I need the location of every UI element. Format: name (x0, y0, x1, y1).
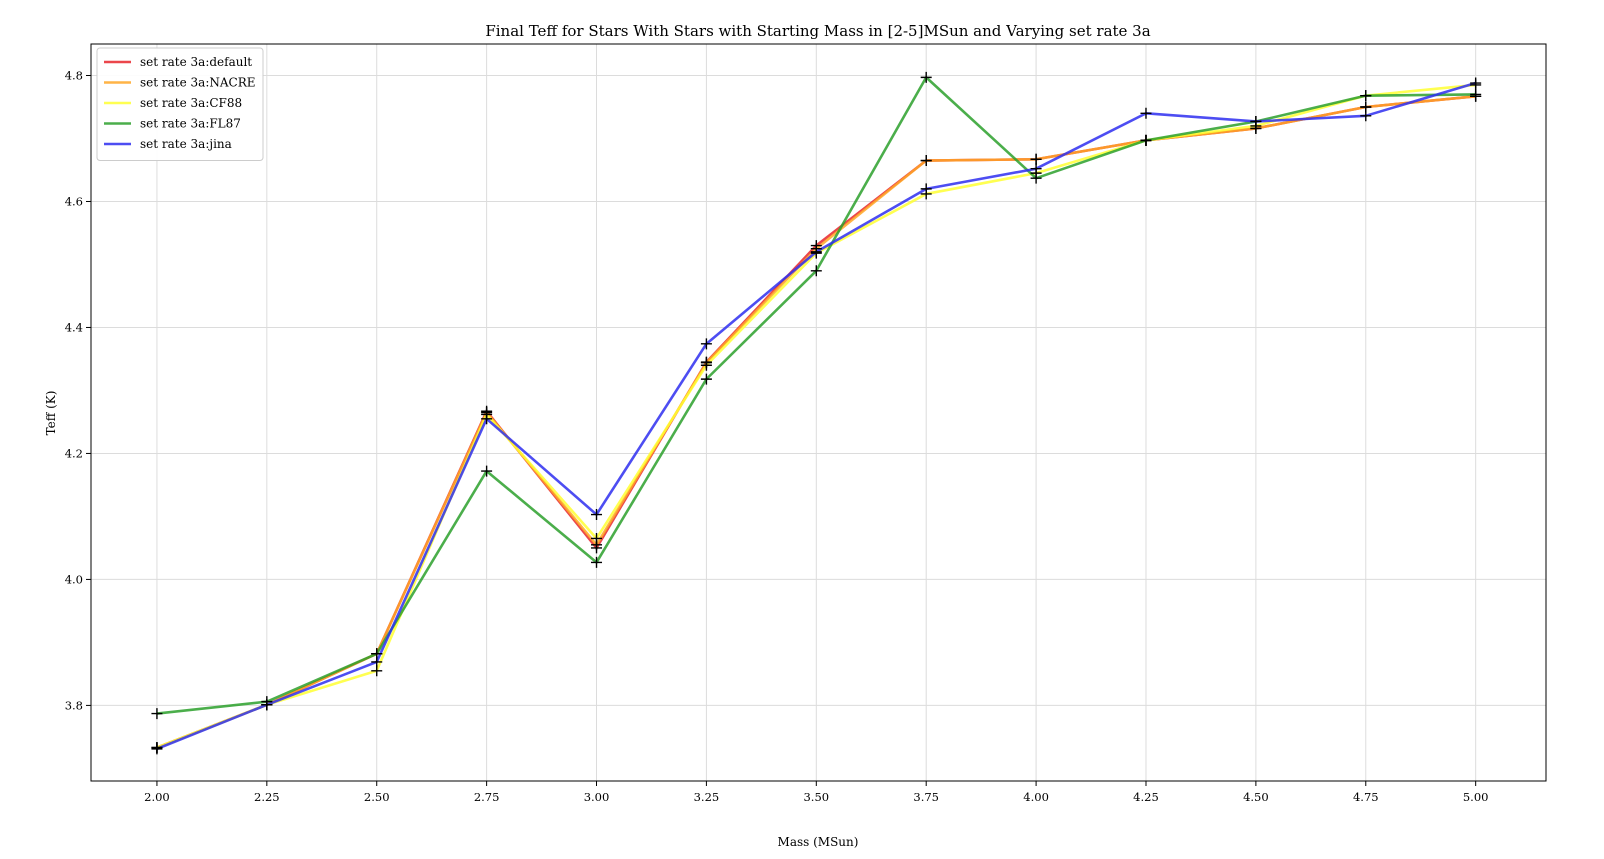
x-tick-label: 4.75 (1353, 790, 1379, 804)
x-tick-label: 2.75 (474, 790, 500, 804)
data-point (810, 246, 822, 258)
data-point (591, 556, 603, 568)
x-tick-label: 4.00 (1023, 790, 1049, 804)
data-point (1470, 88, 1482, 100)
x-tick-label: 3.75 (913, 790, 939, 804)
data-point (920, 71, 932, 83)
data-point (591, 509, 603, 521)
data-point (1250, 115, 1262, 127)
grid (91, 44, 1546, 781)
data-point (1030, 163, 1042, 175)
y-tick-label: 4.4 (65, 320, 83, 334)
y-tick-label: 4.6 (65, 194, 83, 208)
data-point (1140, 107, 1152, 119)
data-point (481, 465, 493, 477)
chart-title: Final Teff for Stars With Stars with Sta… (485, 22, 1150, 40)
x-tick-label: 3.25 (694, 790, 720, 804)
legend-label: set rate 3a:jina (140, 137, 232, 151)
y-tick-label: 3.8 (65, 698, 83, 712)
x-axis-label: Mass (MSun) (778, 835, 859, 849)
data-point (481, 413, 493, 425)
data-point (151, 743, 163, 755)
data-point (700, 338, 712, 350)
data-point (700, 373, 712, 385)
legend-label: set rate 3a:CF88 (140, 96, 242, 110)
data-point (1140, 134, 1152, 146)
data-point (920, 155, 932, 167)
data-point (920, 183, 932, 195)
x-tick-label: 5.00 (1463, 790, 1489, 804)
y-tick-label: 4.0 (65, 572, 83, 586)
x-tick-label: 2.00 (144, 790, 170, 804)
y-tick-label: 4.8 (65, 68, 83, 82)
x-tick-label: 3.50 (803, 790, 829, 804)
data-point (810, 265, 822, 277)
data-point (591, 532, 603, 544)
x-tick-label: 3.00 (584, 790, 610, 804)
legend-label: set rate 3a:FL87 (140, 117, 241, 131)
data-point (261, 699, 273, 711)
data-point (700, 359, 712, 371)
legend-label: set rate 3a:NACRE (140, 76, 256, 90)
x-axis-ticks: 2.00 2.25 2.50 2.75 3.00 3.25 3.50 3.75 4.00 4.25… (144, 781, 1488, 804)
x-tick-label: 2.25 (254, 790, 280, 804)
data-markers (151, 71, 1482, 755)
data-point (371, 656, 383, 668)
data-point (1030, 153, 1042, 165)
y-tick-label: 4.2 (65, 446, 83, 460)
data-point (151, 708, 163, 720)
legend-label: set rate 3a:default (140, 55, 252, 69)
x-tick-label: 4.25 (1133, 790, 1159, 804)
legend: set rate 3a:default set rate 3a:NACRE set … (96, 47, 264, 161)
plot-frame (90, 43, 1547, 782)
data-point (1470, 77, 1482, 89)
y-axis-label: Teff (K) (44, 391, 58, 436)
data-point (1360, 90, 1372, 102)
data-point (1360, 110, 1372, 122)
data-point (1030, 172, 1042, 184)
legend-box (96, 47, 264, 161)
x-tick-label: 4.50 (1243, 790, 1269, 804)
x-tick-label: 2.50 (364, 790, 390, 804)
y-axis-ticks: 3.8 4.0 4.2 4.4 4.6 4.8 (65, 68, 91, 712)
